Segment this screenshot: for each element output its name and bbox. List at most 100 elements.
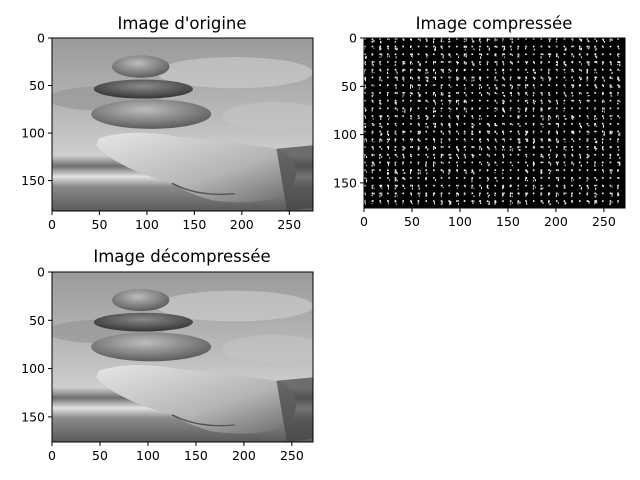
ac-coefficient [464,155,466,158]
ac-coefficient [403,148,405,151]
ac-coefficient [573,55,575,58]
ac-coefficient [587,138,589,141]
ac-coefficient [449,153,451,156]
ac-coefficient [518,192,520,195]
ac-coefficient [596,125,598,127]
dc-coefficient [563,169,566,171]
ac-coefficient [542,187,544,190]
ac-coefficient [556,163,558,166]
ac-coefficient [418,148,420,150]
ac-coefficient [435,179,437,182]
dc-coefficient [379,123,381,125]
dc-coefficient [463,123,466,125]
ac-coefficient [410,107,412,110]
ac-coefficient [387,147,389,150]
y-tick-label: 50 [341,79,357,94]
ac-coefficient [556,123,558,125]
ac-coefficient [588,63,590,66]
dc-coefficient [525,146,527,148]
dc-coefficient [571,107,573,110]
ac-coefficient [527,164,529,167]
ac-coefficient [510,130,512,133]
ac-coefficient [564,138,566,140]
ac-coefficient [487,195,489,198]
dc-coefficient [609,61,612,63]
ac-coefficient [527,61,529,63]
ac-coefficient [417,84,419,86]
ac-coefficient [427,79,429,82]
ac-coefficient [425,154,427,157]
dc-coefficient [617,200,619,202]
dc-coefficient [548,123,550,125]
ac-coefficient [371,132,373,135]
dc-coefficient [517,161,520,164]
ac-coefficient [465,108,467,110]
ac-coefficient [565,146,567,148]
ac-coefficient [449,203,451,206]
ac-coefficient [473,146,475,149]
dc-coefficient [394,61,397,63]
ac-coefficient [410,109,412,112]
dc-coefficient [433,84,435,86]
x-tick-label: 100 [135,217,159,232]
x-ticks: 0 50 100 150 200 250 [48,211,301,232]
dc-coefficient [494,84,497,86]
ac-coefficient [586,53,588,56]
ac-coefficient [510,53,512,55]
ac-coefficient [487,203,489,205]
ac-coefficient [418,132,420,135]
ac-coefficient [486,153,488,156]
dc-coefficient [571,177,573,179]
dc-coefficient [578,192,581,195]
ac-coefficient [449,79,451,81]
dc-coefficient [494,146,497,148]
ac-coefficient [426,194,428,196]
ac-coefficient [511,192,513,195]
dc-coefficient [394,68,397,71]
dc-coefficient [471,61,474,63]
ac-coefficient [434,141,436,143]
ac-coefficient [435,94,437,97]
ac-coefficient [403,146,405,149]
ac-coefficient [472,40,474,43]
ac-coefficient [563,102,565,105]
ac-coefficient [387,133,389,136]
ac-coefficient [440,130,442,133]
ac-coefficient [595,84,597,87]
axes-frame [51,37,314,212]
ac-coefficient [532,123,534,126]
ac-coefficient [532,69,534,72]
ac-coefficient [404,63,406,65]
ac-coefficient [463,154,465,157]
ac-coefficient [394,187,396,190]
ac-coefficient [471,153,473,156]
ac-coefficient [548,131,550,134]
dc-coefficient [594,99,596,102]
dc-coefficient [387,99,389,102]
dc-coefficient [609,38,612,40]
ac-coefficient [549,45,551,48]
ac-coefficient [410,76,412,79]
dc-coefficient [410,92,412,94]
ac-coefficient [518,141,520,144]
dc-coefficient [571,123,573,125]
ac-coefficient [533,69,535,71]
ac-coefficient [595,200,597,203]
ac-coefficient [502,109,504,111]
ac-coefficient [557,124,559,128]
ac-coefficient [609,202,611,205]
ac-coefficient [465,100,467,104]
dc-coefficient [532,107,535,110]
dc-coefficient [364,68,366,71]
ac-coefficient [418,84,420,86]
ac-coefficient [527,170,529,172]
dc-coefficient [563,130,566,133]
ac-coefficient [381,194,383,197]
ac-coefficient [394,64,396,67]
ac-coefficient [404,61,406,63]
dc-coefficient [540,177,543,179]
ac-coefficient [435,48,437,51]
ac-coefficient [464,63,466,65]
dc-coefficient [371,138,374,141]
ac-coefficient [380,124,382,127]
